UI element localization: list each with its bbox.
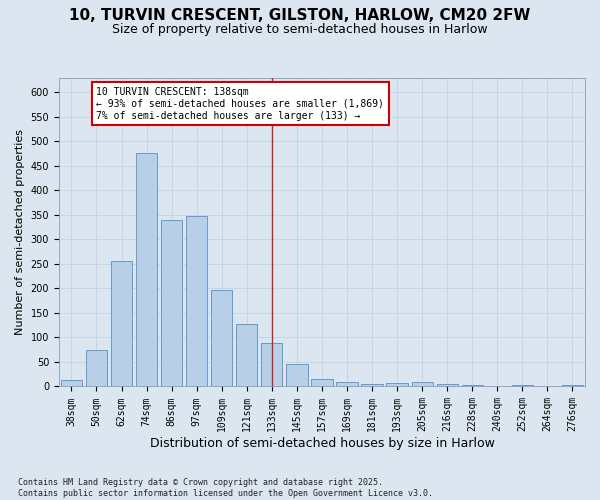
Bar	[562, 385, 583, 386]
Bar	[386, 382, 408, 386]
Bar	[261, 344, 283, 386]
Bar	[337, 382, 358, 386]
Text: Contains HM Land Registry data © Crown copyright and database right 2025.
Contai: Contains HM Land Registry data © Crown c…	[18, 478, 433, 498]
Bar	[86, 350, 107, 387]
Bar	[286, 364, 308, 386]
X-axis label: Distribution of semi-detached houses by size in Harlow: Distribution of semi-detached houses by …	[149, 437, 494, 450]
Bar	[61, 380, 82, 386]
Bar	[111, 262, 132, 386]
Text: 10, TURVIN CRESCENT, GILSTON, HARLOW, CM20 2FW: 10, TURVIN CRESCENT, GILSTON, HARLOW, CM…	[70, 8, 530, 22]
Bar	[136, 152, 157, 386]
Bar	[361, 384, 383, 386]
Bar	[211, 290, 232, 386]
Bar	[186, 216, 208, 386]
Text: 10 TURVIN CRESCENT: 138sqm
← 93% of semi-detached houses are smaller (1,869)
7% : 10 TURVIN CRESCENT: 138sqm ← 93% of semi…	[97, 88, 385, 120]
Y-axis label: Number of semi-detached properties: Number of semi-detached properties	[15, 129, 25, 335]
Text: Size of property relative to semi-detached houses in Harlow: Size of property relative to semi-detach…	[112, 22, 488, 36]
Bar	[437, 384, 458, 386]
Bar	[161, 220, 182, 386]
Bar	[236, 324, 257, 386]
Bar	[311, 379, 332, 386]
Bar	[512, 385, 533, 386]
Bar	[412, 382, 433, 386]
